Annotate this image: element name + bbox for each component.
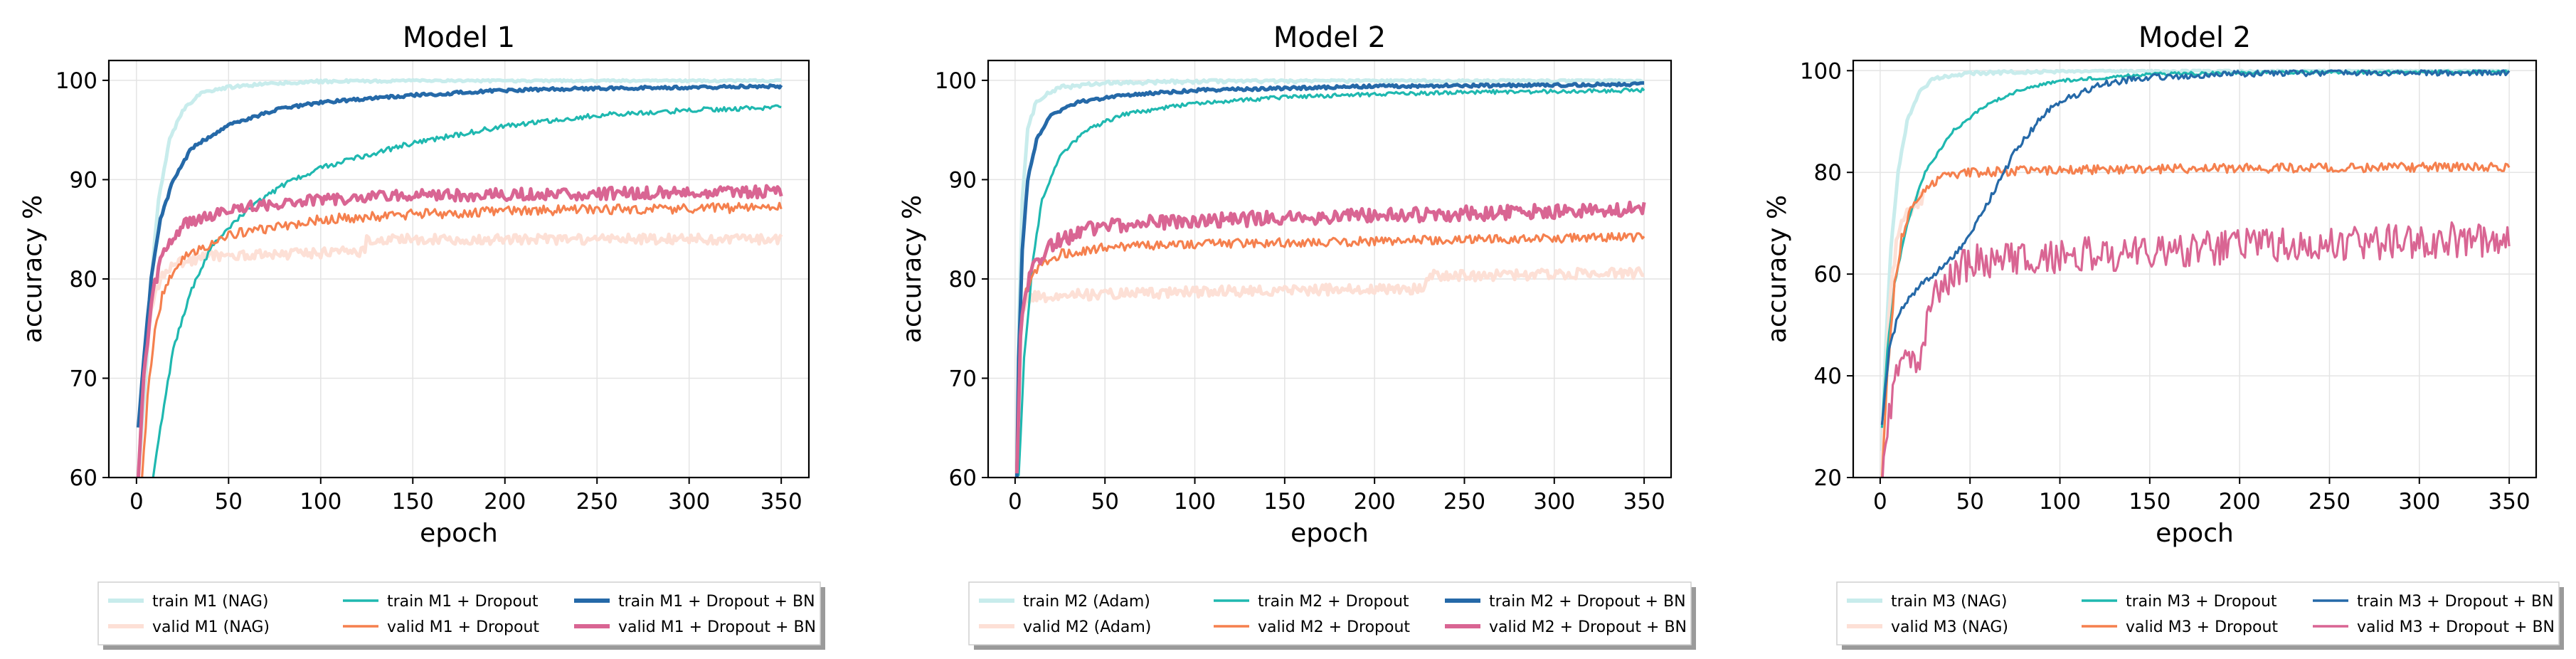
y-tick-label: 90 [949,167,977,193]
x-tick-label: 150 [392,489,434,515]
x-tick-label: 150 [1263,489,1305,515]
series-line-train-m1-dropout-bn [136,83,783,428]
x-tick-label: 150 [2129,489,2170,515]
series-line-valid-m1-dropout-bn [136,184,783,478]
x-tick-label: 350 [1623,489,1665,515]
series-line-train-m3-dropout [1880,69,2511,428]
y-tick-label: 40 [1814,364,1842,389]
x-tick-label: 100 [2039,489,2081,515]
x-tick-label: 300 [1533,489,1575,515]
y-tick-label: 100 [55,68,97,94]
legend-label: train M3 (NAG) [1891,593,2008,611]
legend: train M1 (NAG) valid M1 (NAG) train M1 + D… [97,581,825,650]
x-tick-label: 250 [1443,489,1485,515]
x-tick-label: 0 [1873,489,1887,515]
y-tick-label: 60 [1814,262,1842,288]
y-tick-label: 60 [70,465,97,491]
legend-label: train M1 + Dropout + BN [618,593,815,611]
series-line-train-m3-nag- [1880,68,2510,451]
legend-label: train M2 (Adam) [1023,593,1150,611]
legend-label: valid M1 + Dropout [387,618,539,636]
plot-frame [107,59,810,479]
y-tick-label: 80 [1814,160,1842,186]
series-line-valid-m2-dropout [1015,232,1645,478]
x-tick-label: 200 [2219,489,2261,515]
x-tick-label: 50 [1091,489,1118,515]
legend-label: valid M1 (NAG) [152,618,270,636]
legend-label: valid M2 + Dropout [1258,618,1410,636]
y-tick-label: 70 [949,366,977,391]
y-axis-label: accuracy % [898,195,927,343]
chart-title: Model 2 [1273,21,1386,54]
y-tick-label: 20 [1814,465,1842,491]
x-axis-label: epoch [2156,519,2234,548]
x-axis-label: epoch [1290,519,1369,548]
series-line-valid-m2-adam- [1014,266,1645,475]
chart-title: Model 2 [2138,21,2251,54]
chart-title: Model 1 [403,21,515,54]
x-tick-label: 250 [2309,489,2350,515]
legend-label: valid M3 (NAG) [1891,618,2008,636]
series-line-valid-m3-dropout-bn [1881,221,2511,478]
y-tick-label: 90 [70,167,97,193]
series-line-train-m2-dropout [1017,87,1645,476]
series-line-valid-m1-dropout [141,201,783,478]
y-axis-label: accuracy % [1763,195,1792,343]
series-line-train-m2-dropout-bn [1014,81,1645,478]
series-line-train-m3-dropout-bn [1880,69,2511,426]
y-tick-label: 100 [1800,58,1842,84]
x-tick-label: 50 [1956,489,1983,515]
legend-label: train M2 + Dropout + BN [1489,593,1686,611]
plot-frame [1852,59,2538,479]
y-tick-label: 70 [70,366,97,391]
legend: train M3 (NAG) valid M3 (NAG) train M3 + D… [1836,581,2564,650]
x-tick-label: 200 [1354,489,1396,515]
legend-label: train M1 + Dropout [387,593,539,611]
x-tick-label: 350 [2488,489,2530,515]
x-tick-label: 200 [484,489,526,515]
legend-label: train M3 + Dropout + BN [2357,593,2554,611]
series-line-valid-m1-nag- [137,232,783,478]
series-line-valid-m2-dropout-bn [1014,200,1646,474]
y-tick-label: 100 [935,68,977,94]
legend-label: valid M2 (Adam) [1023,618,1151,636]
x-tick-label: 0 [129,489,144,515]
x-tick-label: 250 [576,489,618,515]
x-tick-label: 100 [300,489,341,515]
x-tick-label: 50 [215,489,243,515]
legend-box [1836,581,2560,645]
chart-panel-1: 0 50 100 150 200 250 300 350 60 70 80 90 100 Model 1 e… [18,21,825,650]
series-line-train-m1-dropout [152,104,782,478]
x-axis-label: epoch [420,519,498,548]
x-tick-label: 350 [760,489,802,515]
x-tick-label: 0 [1008,489,1022,515]
chart-panel-2: 0 50 100 150 200 250 300 350 60 70 80 90 100 Model 2 e… [898,21,1696,650]
chart-panel-3: 0 50 100 150 200 250 300 350 20 40 60 80 100 Model 2 e… [1763,21,2564,650]
legend-box [968,581,1692,645]
legend: train M2 (Adam) valid M2 (Adam) train M2 +… [968,581,1696,650]
y-tick-label: 80 [949,267,977,292]
legend-label: train M2 + Dropout [1258,593,1409,611]
legend-label: train M3 + Dropout [2126,593,2277,611]
legend-label: valid M3 + Dropout + BN [2357,618,2555,636]
series-line-valid-m3-dropout [1880,162,2511,478]
legend-box [97,581,821,645]
x-tick-label: 300 [668,489,710,515]
series-line-train-m1-nag- [136,78,782,477]
series-line-train-m2-adam- [1014,78,1645,478]
legend-label: valid M2 + Dropout + BN [1489,618,1687,636]
legend-label: train M1 (NAG) [152,593,269,611]
y-tick-label: 60 [949,465,977,491]
y-tick-label: 80 [70,267,97,292]
y-axis-label: accuracy % [18,195,48,343]
legend-label: valid M3 + Dropout [2126,618,2278,636]
x-tick-label: 300 [2398,489,2440,515]
legend-label: valid M1 + Dropout + BN [618,618,816,636]
plot-frame [987,59,1673,479]
x-tick-label: 100 [1174,489,1216,515]
